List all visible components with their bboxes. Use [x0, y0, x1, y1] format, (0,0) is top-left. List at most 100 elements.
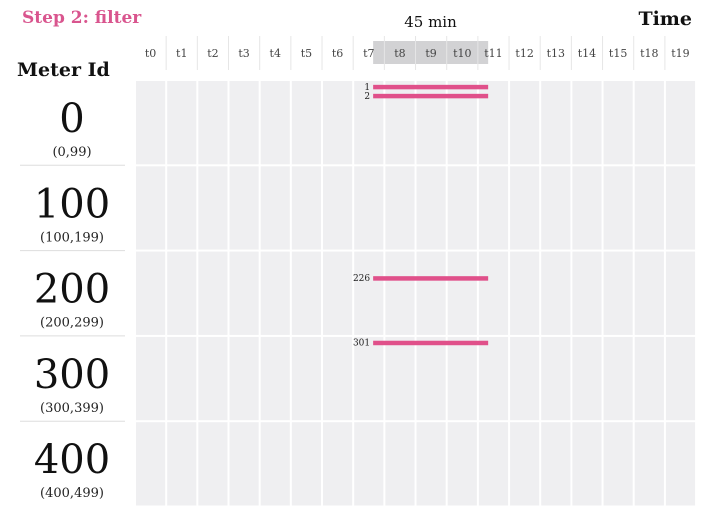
grid-cell [603, 166, 633, 250]
grid-cell [323, 336, 353, 421]
grid-cell [665, 251, 696, 335]
grid-cell [603, 251, 633, 335]
grid-cell [665, 422, 696, 506]
time-label-t15: t15 [609, 47, 627, 60]
grid-cell [603, 81, 633, 165]
grid-cell [323, 81, 353, 165]
time-label-t1: t1 [176, 47, 187, 60]
grid-cell [510, 251, 540, 335]
grid-cell [447, 336, 477, 421]
grid-cell [136, 81, 166, 165]
grid-cell [229, 336, 259, 421]
time-label-t18: t18 [640, 47, 658, 60]
grid-cell [229, 251, 259, 335]
meter-bucket-label: 100 [34, 181, 110, 227]
grid-cell [260, 166, 290, 250]
meter-bucket-label: 0 [59, 96, 84, 142]
meter-bucket-range: (300,399) [40, 401, 104, 416]
grid-cell [541, 81, 571, 165]
grid-cell [385, 422, 415, 506]
grid-cell [634, 166, 664, 250]
grid-cell [665, 81, 696, 165]
grid-cell [541, 166, 571, 250]
grid-cell [572, 166, 602, 250]
time-window-highlight [373, 41, 489, 64]
grid-cell [136, 251, 166, 335]
grid-cell [198, 81, 228, 165]
grid-cell [198, 251, 228, 335]
grid-cell [291, 251, 322, 335]
meter-bar-label: 301 [353, 339, 370, 349]
grid-cell [323, 422, 353, 506]
grid-cell [634, 336, 664, 421]
grid-cell [198, 422, 228, 506]
time-label-t5: t5 [301, 47, 312, 60]
grid-cell [634, 81, 664, 165]
grid-cell [447, 251, 477, 335]
grid-cell [572, 336, 602, 421]
grid-cell [260, 422, 290, 506]
grid-cell [291, 81, 322, 165]
grid-cell [354, 166, 384, 250]
grid-cell [198, 166, 228, 250]
grid-cell [447, 422, 477, 506]
grid-cell [385, 251, 415, 335]
step-title: Step 2: filter [22, 8, 142, 28]
meter-bar-label: 1 [364, 83, 370, 93]
meter-bucket-label: 300 [34, 352, 110, 398]
grid-cell [323, 251, 353, 335]
time-label-t14: t14 [578, 47, 596, 60]
time-label-t13: t13 [547, 47, 565, 60]
grid-cell [167, 336, 197, 421]
grid-cell [447, 166, 477, 250]
meter-bar-301 [373, 340, 489, 346]
grid-cell [572, 81, 602, 165]
window-label: 45 min [404, 13, 457, 31]
grid-cell [510, 81, 540, 165]
grid-cell [478, 251, 509, 335]
grid-cell [416, 251, 446, 335]
meter-bar-226 [373, 276, 489, 281]
meter-bucket-range: (100,199) [40, 230, 104, 245]
meter-bar-label: 226 [353, 274, 370, 284]
grid-cell [167, 251, 197, 335]
time-label-t4: t4 [270, 47, 281, 60]
grid-cell [478, 336, 509, 421]
grid-cell [634, 251, 664, 335]
grid-cell [291, 422, 322, 506]
grid-cell [541, 251, 571, 335]
grid-cell [167, 81, 197, 165]
grid-cell [572, 422, 602, 506]
time-label-t9: t9 [425, 47, 436, 60]
grid-cell [541, 422, 571, 506]
meter-bucket-range: (0,99) [52, 145, 91, 160]
grid-cell [572, 251, 602, 335]
grid-cell [416, 422, 446, 506]
grid-cell [291, 336, 322, 421]
time-label-t19: t19 [671, 47, 689, 60]
grid-cell [136, 422, 166, 506]
grid-cell [229, 81, 259, 165]
grid-cell [198, 336, 228, 421]
time-label-t8: t8 [394, 47, 405, 60]
grid-cell [260, 336, 290, 421]
grid-cell [260, 251, 290, 335]
grid-cell [541, 336, 571, 421]
time-label-t12: t12 [515, 47, 533, 60]
meter-bucket-label: 200 [34, 267, 110, 313]
grid-cell [416, 336, 446, 421]
meter-bucket-range: (400,499) [40, 486, 104, 501]
grid-cell [354, 422, 384, 506]
time-label-t7: t7 [363, 47, 374, 60]
grid-cell [665, 336, 696, 421]
meter-bar-label: 2 [364, 92, 370, 102]
meter-bar-2 [373, 93, 489, 99]
grid-cell [354, 251, 384, 335]
grid-cell [260, 81, 290, 165]
grid-cell [510, 422, 540, 506]
grid-cell [167, 166, 197, 250]
grid-cell [385, 336, 415, 421]
grid-cell [167, 422, 197, 506]
